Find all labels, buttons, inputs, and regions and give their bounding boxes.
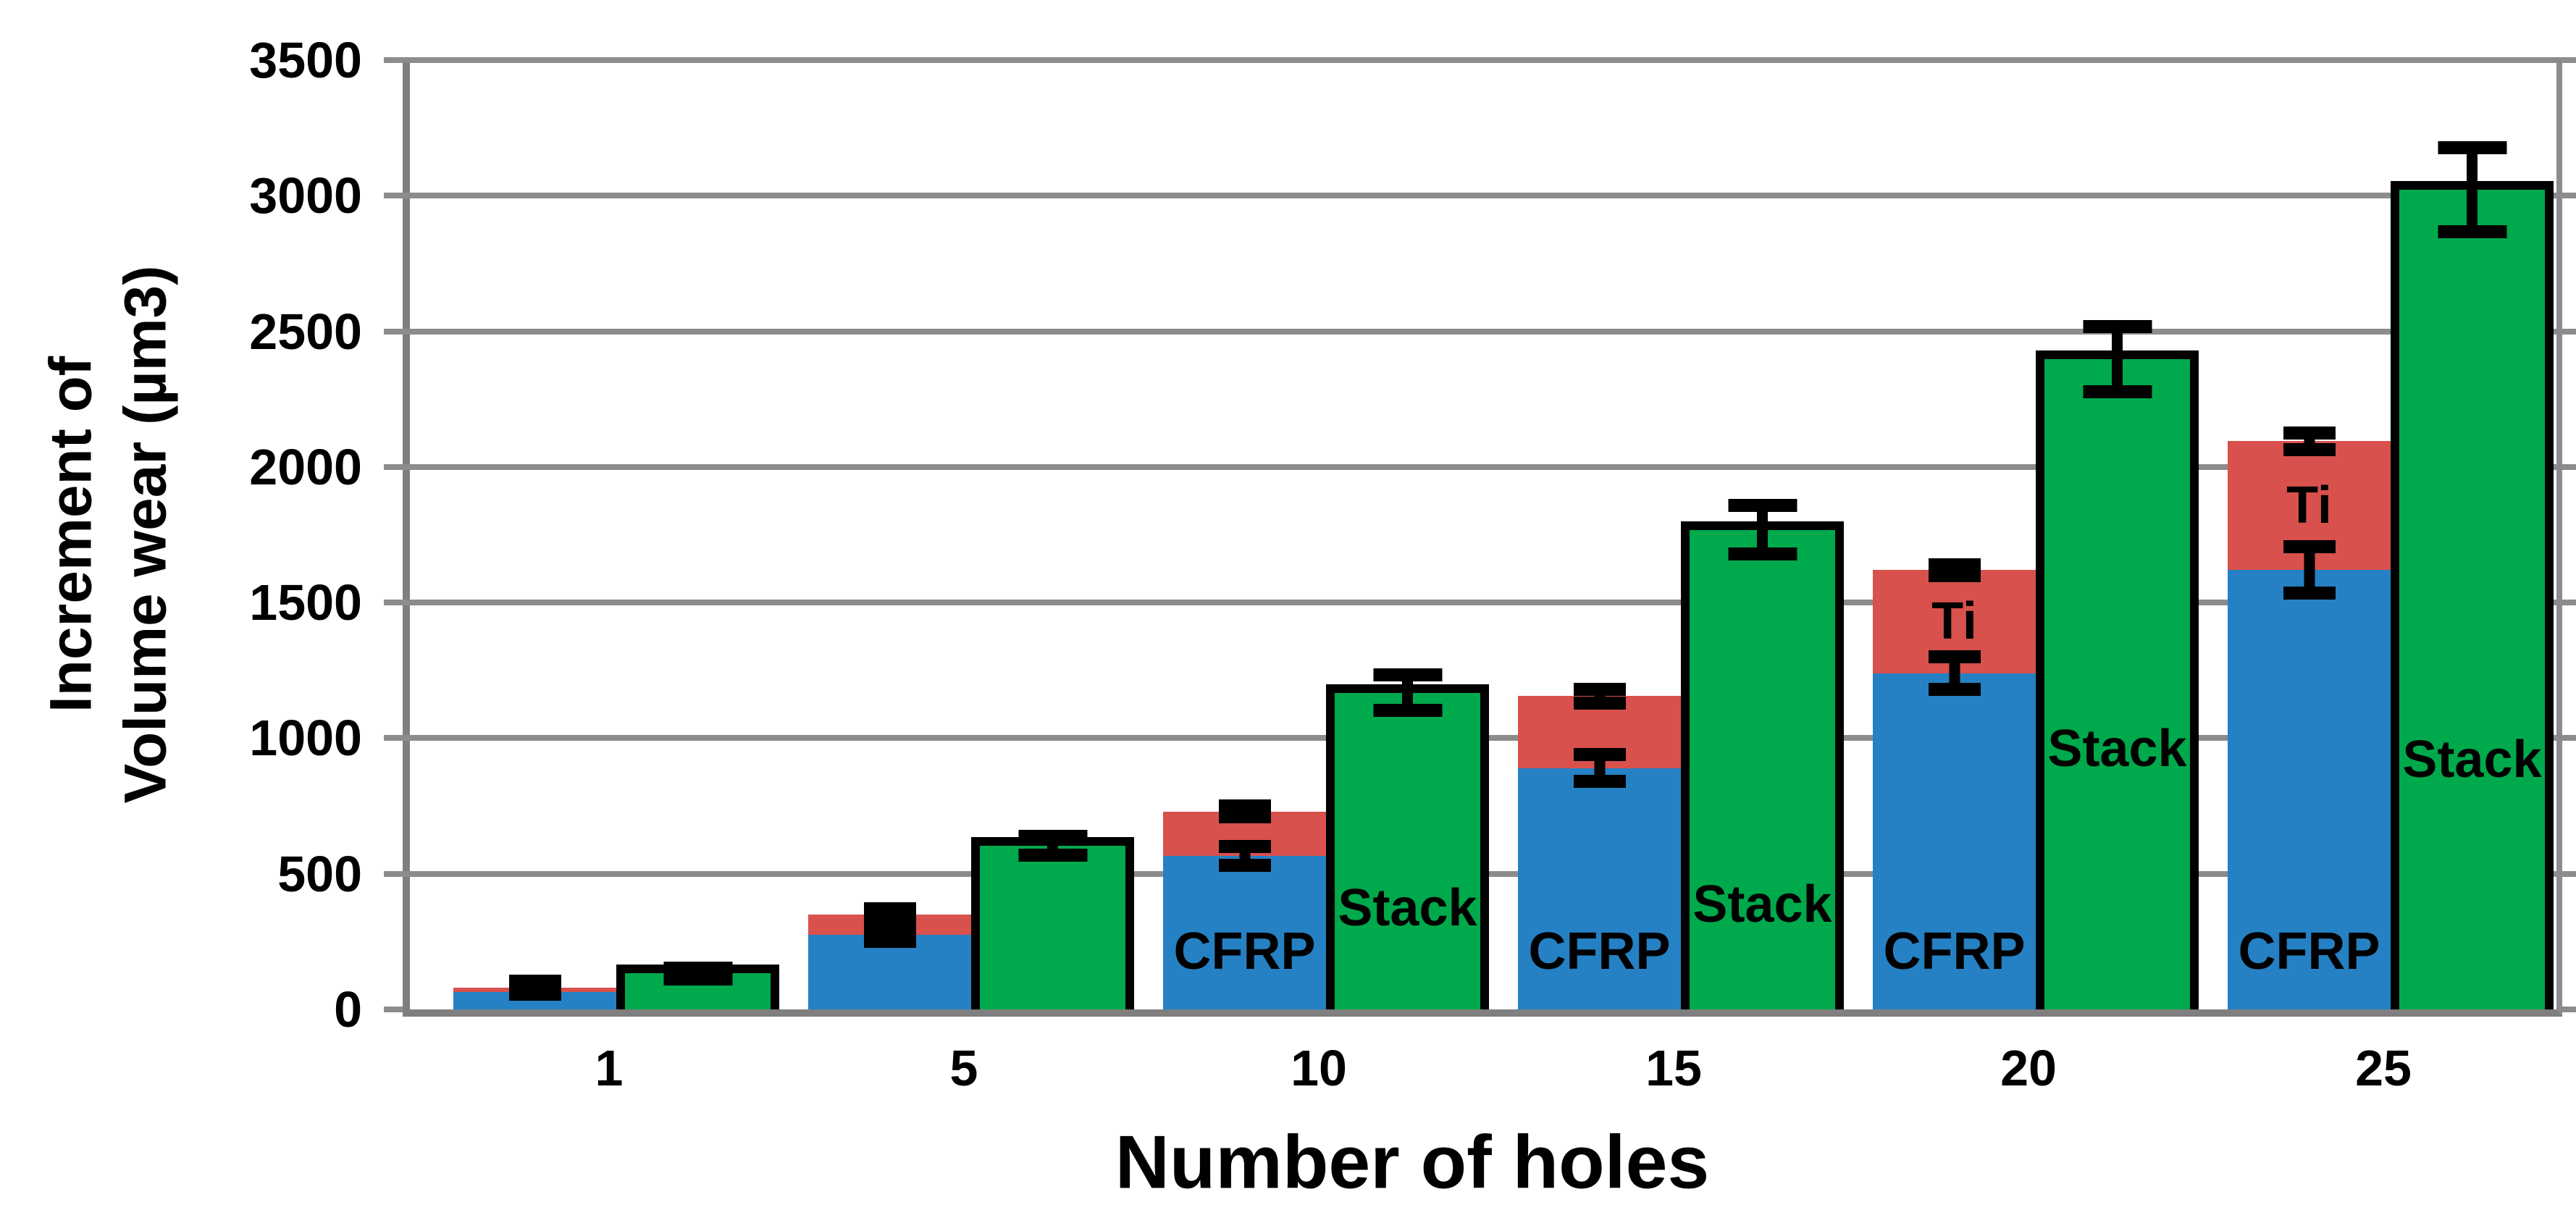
x-tick-label-25: 25	[2355, 1040, 2412, 1096]
axis-tick-right-3000	[2562, 193, 2576, 199]
stack-bar-label: Stack	[1338, 879, 1477, 937]
plot-area: CFRP Stack CFRP Stack CFRP Ti Stack CFRP Ti Stack	[384, 57, 2576, 1017]
stack-bar: Stack	[1681, 499, 1844, 1009]
bar-group-25-holes: CFRP Ti Stack	[2228, 60, 2554, 1009]
x-tick-label-20: 20	[2000, 1040, 2057, 1096]
error-bar	[1573, 747, 1626, 789]
x-tick-label-1: 1	[595, 1040, 624, 1096]
stacked-bar-cfrp-ti: CFRP Ti	[2228, 427, 2391, 1009]
gridline-3500	[403, 57, 2562, 63]
stacked-bar-cfrp-ti: CFRP	[1518, 683, 1681, 1009]
y-tick-label-500: 500	[277, 845, 362, 902]
error-bar	[1018, 830, 1087, 862]
stack-bar: Stack	[2391, 140, 2554, 1009]
x-tick-label-5: 5	[949, 1040, 978, 1096]
ti-bar-label: Ti	[1931, 592, 1977, 651]
x-tick-label-15: 15	[1645, 1040, 1702, 1096]
y-tick-label-3500: 3500	[249, 32, 362, 88]
cfrp-segment	[1163, 856, 1326, 1009]
x-tick-label-10: 10	[1291, 1040, 1347, 1096]
axis-tick-right-3500	[2562, 57, 2576, 63]
ti-bar-label: Ti	[2286, 476, 2332, 535]
stack-bar: Stack	[2036, 319, 2199, 1009]
stacked-bar-cfrp-ti: CFRP Ti	[1873, 558, 2036, 1009]
axis-tick-left-500	[384, 870, 403, 877]
stacked-bar-cfrp-ti	[453, 974, 616, 1009]
error-bar	[863, 902, 916, 927]
axis-tick-left-1000	[384, 735, 403, 741]
bar-group-15-holes: CFRP Stack	[1518, 60, 1844, 1009]
x-axis-title: Number of holes	[1115, 1120, 1710, 1205]
error-bar	[663, 961, 732, 986]
y-tick-label-2500: 2500	[249, 303, 362, 360]
cfrp-segment	[1873, 673, 2036, 1009]
cfrp-bar-label: CFRP	[1528, 923, 1671, 980]
bar-group-1-holes	[453, 60, 779, 1009]
cfrp-segment	[2228, 570, 2391, 1009]
stack-bar-label: Stack	[2047, 720, 2187, 778]
bar-group-20-holes: CFRP Ti Stack	[1873, 60, 2199, 1009]
gridline-2000	[403, 463, 2562, 470]
axis-tick-right-2500	[2562, 328, 2576, 335]
error-bar	[1928, 558, 1981, 582]
bar-group-10-holes: CFRP Stack	[1163, 60, 1489, 1009]
cfrp-segment	[1518, 768, 1681, 1009]
gridline-3000	[403, 193, 2562, 199]
y-tick-label-1000: 1000	[249, 710, 362, 767]
cfrp-bar-label: CFRP	[2238, 923, 2380, 980]
bar-group-5-holes	[808, 60, 1134, 1009]
axis-tick-left-3500	[384, 57, 403, 63]
stack-bar: Stack	[1326, 668, 1489, 1009]
stacked-bar-cfrp-ti: CFRP	[1163, 799, 1326, 1009]
error-bar	[863, 921, 916, 949]
error-bar	[1573, 683, 1626, 710]
axis-tick-right-500	[2562, 870, 2576, 877]
axis-tick-left-2500	[384, 328, 403, 335]
axis-tick-left-3000	[384, 193, 403, 199]
error-bar	[2083, 319, 2152, 398]
error-bar	[1728, 499, 1797, 561]
y-tick-label-3000: 3000	[249, 167, 362, 224]
axis-tick-right-1500	[2562, 600, 2576, 606]
stack-bar	[971, 830, 1134, 1009]
stack-bar-label: Stack	[1692, 875, 1832, 933]
y-axis-title-line1: Increment of	[38, 356, 104, 713]
error-bar	[2283, 540, 2336, 600]
stack-bar	[616, 961, 779, 1009]
y-tick-label-0: 0	[334, 981, 362, 1038]
axis-tick-right-0	[2562, 1007, 2576, 1012]
axis-tick-right-1000	[2562, 735, 2576, 741]
axis-tick-left-0	[384, 1007, 403, 1012]
gridline-2500	[403, 328, 2562, 335]
error-bar	[2438, 140, 2506, 238]
y-tick-label-2000: 2000	[249, 438, 362, 495]
axis-tick-left-1500	[384, 600, 403, 606]
stack-bar-label: Stack	[2402, 731, 2542, 789]
y-tick-label-1500: 1500	[249, 574, 362, 631]
axis-tick-right-2000	[2562, 463, 2576, 470]
cfrp-bar-label: CFRP	[1883, 923, 2026, 980]
error-bar	[1928, 650, 1981, 697]
gridline-1500	[403, 600, 2562, 606]
cfrp-bar-label: CFRP	[1173, 923, 1316, 980]
axis-tick-left-2000	[384, 463, 403, 470]
error-bar	[1218, 799, 1271, 824]
stacked-bar-cfrp-ti	[808, 902, 971, 1009]
error-bar	[2283, 427, 2336, 456]
error-bar	[1373, 668, 1442, 717]
error-bar	[508, 974, 561, 1001]
error-bar	[1218, 840, 1271, 873]
